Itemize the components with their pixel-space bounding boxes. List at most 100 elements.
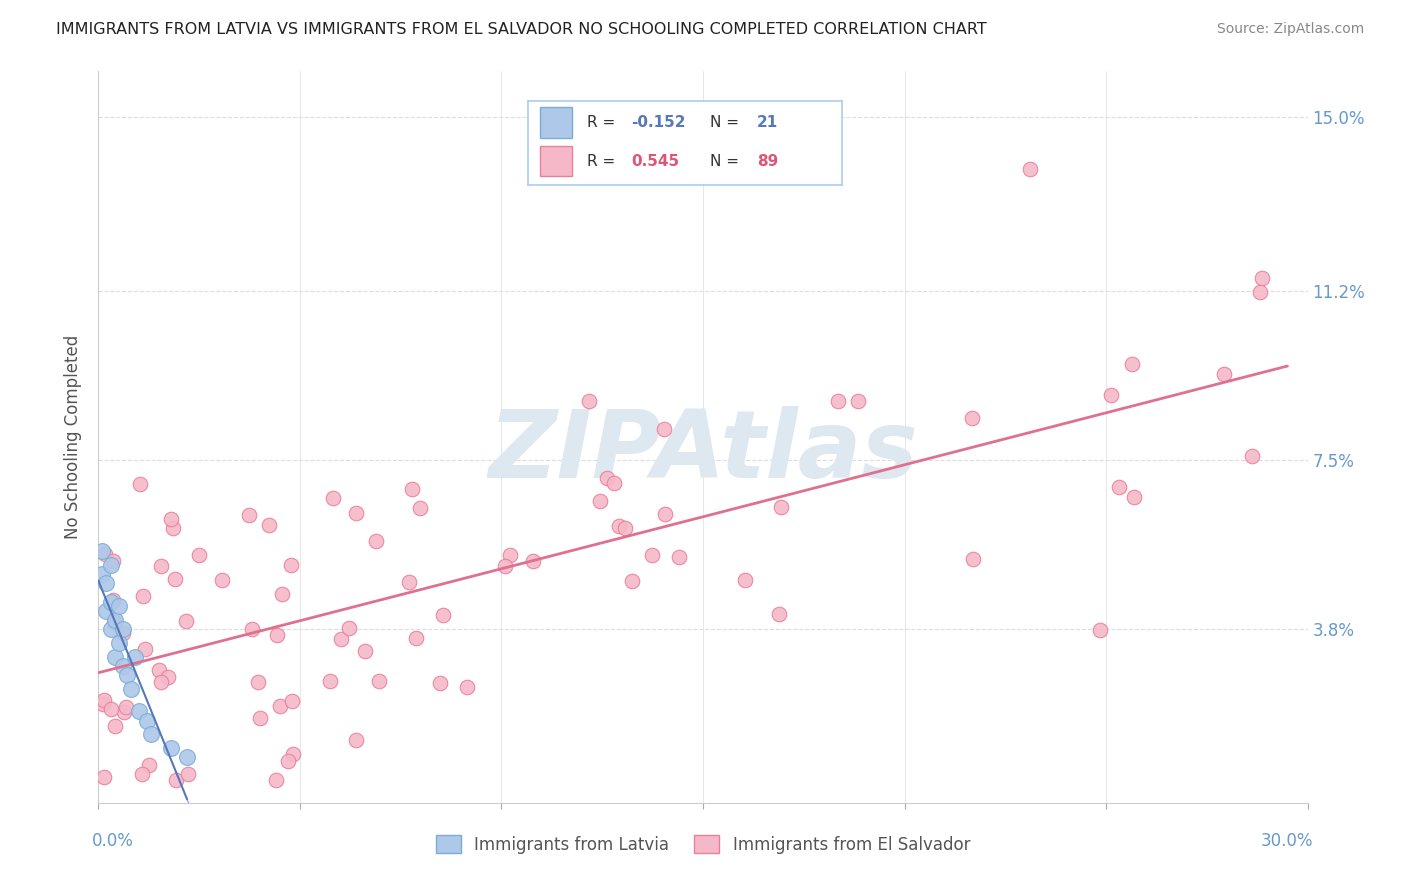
Point	[176, 750, 198, 764]
Point	[319, 673, 342, 688]
Point	[100, 595, 122, 609]
Point	[603, 475, 626, 490]
Point	[111, 658, 134, 673]
Point	[174, 615, 197, 629]
Point	[280, 558, 302, 573]
Point	[1241, 449, 1264, 463]
Point	[93, 693, 115, 707]
Point	[176, 766, 198, 780]
Point	[128, 476, 150, 491]
Point	[429, 675, 451, 690]
Point	[148, 663, 170, 677]
Point	[134, 642, 156, 657]
Point	[827, 393, 849, 408]
Text: 30.0%: 30.0%	[1261, 832, 1313, 850]
Point	[103, 649, 125, 664]
Point	[456, 680, 478, 694]
Point	[163, 572, 186, 586]
Point	[734, 573, 756, 587]
Point	[337, 621, 360, 635]
Point	[270, 587, 292, 601]
Point	[132, 590, 155, 604]
Point	[277, 754, 299, 768]
Point	[156, 670, 179, 684]
Point	[162, 521, 184, 535]
Point	[115, 700, 138, 714]
Point	[107, 599, 129, 614]
Point	[768, 607, 790, 622]
Point	[138, 758, 160, 772]
Point	[124, 649, 146, 664]
Point	[652, 422, 675, 436]
Point	[128, 705, 150, 719]
Point	[522, 554, 544, 568]
Point	[259, 517, 281, 532]
Point	[96, 576, 118, 591]
Point	[160, 740, 183, 755]
Point	[578, 393, 600, 408]
Point	[247, 675, 270, 690]
Point	[405, 632, 427, 646]
Point	[330, 632, 353, 646]
Point	[1123, 490, 1146, 504]
Point	[499, 548, 522, 562]
Point	[1088, 623, 1111, 637]
Point	[104, 719, 127, 733]
Point	[112, 705, 135, 719]
Point	[211, 574, 233, 588]
Point	[120, 681, 142, 696]
Point	[139, 727, 162, 741]
Point	[264, 772, 287, 787]
Point	[249, 710, 271, 724]
Point	[280, 694, 302, 708]
Point	[408, 500, 430, 515]
Point	[115, 667, 138, 681]
Point	[269, 698, 291, 713]
Point	[640, 548, 662, 562]
Point	[135, 714, 157, 728]
Point	[401, 483, 423, 497]
Point	[1250, 270, 1272, 285]
Point	[100, 558, 122, 573]
Point	[111, 626, 134, 640]
Point	[398, 575, 420, 590]
Point	[103, 613, 125, 627]
Point	[1099, 388, 1122, 402]
Text: IMMIGRANTS FROM LATVIA VS IMMIGRANTS FROM EL SALVADOR NO SCHOOLING COMPLETED COR: IMMIGRANTS FROM LATVIA VS IMMIGRANTS FRO…	[56, 22, 987, 37]
Point	[266, 628, 288, 642]
Point	[1121, 357, 1143, 371]
Point	[1019, 161, 1042, 176]
Point	[846, 394, 869, 409]
Point	[614, 521, 637, 535]
Point	[654, 508, 676, 522]
Point	[160, 511, 183, 525]
Point	[609, 519, 631, 533]
Point	[1108, 480, 1130, 494]
Point	[100, 702, 122, 716]
Point	[94, 547, 117, 561]
Point	[101, 554, 124, 568]
Point	[101, 592, 124, 607]
Point	[1249, 285, 1271, 300]
Point	[353, 643, 375, 657]
Point	[1212, 368, 1234, 382]
Point	[93, 770, 115, 784]
Point	[100, 622, 122, 636]
Text: ZIPAtlas: ZIPAtlas	[488, 406, 918, 498]
Point	[150, 559, 173, 574]
Point	[281, 747, 304, 762]
Point	[620, 574, 643, 589]
Point	[367, 674, 389, 689]
Legend: Immigrants from Latvia, Immigrants from El Salvador: Immigrants from Latvia, Immigrants from …	[429, 829, 977, 860]
Point	[91, 697, 114, 711]
Point	[165, 772, 187, 787]
Point	[322, 491, 344, 505]
Point	[240, 622, 263, 636]
Point	[188, 549, 211, 563]
Point	[96, 604, 118, 618]
Y-axis label: No Schooling Completed: No Schooling Completed	[65, 335, 83, 539]
Point	[103, 615, 125, 630]
Point	[596, 471, 619, 485]
Point	[668, 549, 690, 564]
Point	[589, 493, 612, 508]
